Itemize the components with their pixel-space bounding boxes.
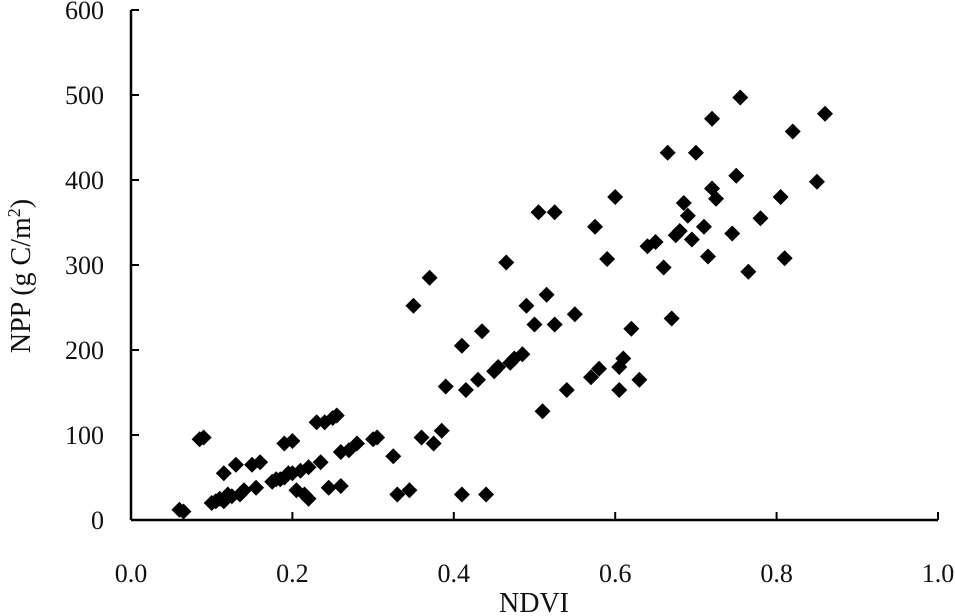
data-point [663,310,680,327]
data-points [171,89,834,520]
data-point [437,378,454,395]
data-point [328,407,345,424]
data-point [647,234,664,251]
data-point [215,465,232,482]
data-point [546,204,563,221]
data-point [724,225,741,242]
data-point [300,459,317,476]
x-axis-title: NDVI [499,588,569,616]
x-tick-label: 1.0 [922,559,955,588]
data-point [284,432,301,449]
data-point [401,482,418,499]
data-point [776,250,793,267]
data-point [332,478,349,494]
data-point [695,218,712,235]
y-tick-label: 200 [65,336,104,365]
data-point [369,429,386,446]
data-point [530,204,547,221]
data-point [704,110,721,127]
y-axis-title-main: NPP (g C/m [6,217,37,353]
data-point [817,105,834,122]
data-point [453,486,470,503]
data-point [478,486,495,503]
y-tick-label: 500 [65,81,104,110]
data-point [631,371,648,388]
data-point [389,486,406,503]
x-tick-label: 0.4 [438,559,471,588]
data-point [655,259,672,276]
y-ticks: 0 100 200 300 400 500 600 [65,0,139,535]
y-tick-label: 0 [91,506,104,535]
data-point [752,210,769,227]
data-point [784,123,801,140]
data-point [195,429,212,446]
data-point [546,316,563,333]
data-point [615,350,632,367]
data-point [470,371,487,388]
data-point [700,248,717,265]
data-point [312,454,329,471]
data-point [659,144,676,161]
data-point [526,316,543,333]
data-point [671,223,688,239]
data-point [558,381,575,398]
data-point [518,297,535,314]
data-point [385,448,402,465]
data-point [599,251,616,268]
data-point [591,360,608,377]
data-point [772,189,789,205]
data-point [514,346,531,363]
data-point [453,337,470,354]
data-point [566,306,583,323]
y-tick-label: 600 [65,0,104,25]
data-point [683,231,700,248]
data-point [679,207,696,224]
y-axis-title-end: ) [6,199,37,208]
y-tick-label: 400 [65,166,104,195]
data-point [300,490,317,507]
data-point [235,482,252,499]
data-point [538,286,555,303]
data-point [675,194,692,211]
x-tick-label: 0.6 [599,559,632,588]
y-axis-title: NPP (g C/m2) [4,199,37,353]
axes [129,10,938,522]
data-point [728,167,745,184]
x-ticks: 0.0 0.2 0.4 0.6 0.8 1.0 [115,512,955,588]
x-tick-label: 0.8 [760,559,793,588]
data-point [498,254,515,271]
data-point [457,381,474,398]
data-point [425,435,442,452]
data-point [623,320,640,337]
data-point [474,323,491,340]
x-tick-label: 0.0 [115,559,148,588]
data-point [582,369,599,386]
data-point [413,429,430,446]
data-point [421,269,438,286]
data-point [320,479,337,496]
data-point [732,89,749,106]
data-point [252,454,269,471]
data-point [708,190,725,207]
data-point [433,422,450,439]
data-point [308,414,325,431]
data-point [534,403,551,420]
data-point [587,218,604,235]
data-point [808,173,825,190]
y-axis-title-sup: 2 [4,208,24,217]
data-point [607,189,624,205]
data-point [248,479,265,496]
data-point [227,456,244,473]
data-point [611,381,628,398]
data-point [490,359,507,375]
x-tick-label: 0.2 [276,559,309,588]
data-point [175,503,192,520]
data-point [687,144,704,161]
y-tick-label: 100 [65,421,104,450]
data-point [405,297,422,314]
y-tick-label: 300 [65,251,104,280]
data-point [740,263,757,280]
data-point [348,435,365,452]
